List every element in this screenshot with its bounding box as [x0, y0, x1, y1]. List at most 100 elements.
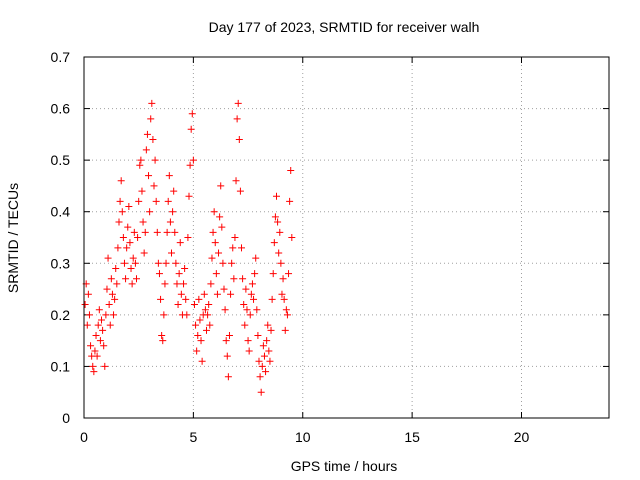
data-point: [266, 357, 274, 365]
data-point: [241, 321, 249, 329]
data-point: [227, 290, 235, 298]
data-point: [234, 99, 242, 107]
data-point: [102, 311, 110, 319]
data-point: [186, 161, 194, 169]
y-tick-label: 0.4: [51, 204, 71, 220]
data-point: [248, 280, 256, 288]
data-point: [105, 301, 113, 309]
data-point: [122, 275, 130, 283]
data-point: [206, 321, 214, 329]
data-point: [274, 218, 282, 226]
data-point: [137, 156, 145, 164]
data-point: [176, 239, 184, 247]
data-point: [139, 218, 147, 226]
data-point: [133, 275, 140, 283]
data-point: [238, 244, 245, 252]
data-point: [141, 228, 149, 236]
data-point: [84, 290, 92, 298]
data-point: [187, 125, 195, 133]
data-point: [268, 295, 276, 303]
data-point: [100, 342, 108, 350]
data-point: [93, 352, 101, 360]
data-point: [194, 331, 202, 339]
data-point: [159, 337, 167, 345]
data-point: [279, 275, 287, 283]
data-point: [239, 275, 247, 283]
data-point: [283, 311, 291, 319]
data-point: [160, 311, 168, 319]
data-point: [260, 352, 268, 360]
y-tick-label: 0.5: [51, 152, 71, 168]
y-tick-label: 0: [62, 410, 70, 426]
data-point: [280, 295, 288, 303]
data-point: [163, 228, 171, 236]
x-tick-label: 20: [514, 429, 530, 445]
data-point: [136, 161, 144, 169]
data-point: [271, 213, 279, 221]
data-points: [81, 99, 296, 396]
data-point: [99, 326, 107, 334]
data-point: [174, 301, 182, 309]
data-point: [124, 223, 132, 231]
data-point: [125, 203, 133, 211]
data-point: [209, 228, 217, 236]
data-point: [116, 197, 124, 205]
data-point: [201, 306, 209, 314]
data-point: [119, 234, 127, 241]
data-point: [246, 311, 254, 319]
data-point: [126, 239, 134, 247]
data-point: [162, 259, 170, 267]
data-point: [219, 259, 227, 267]
data-point: [253, 306, 261, 314]
data-point: [166, 218, 174, 226]
data-point: [254, 331, 262, 339]
y-tick-label: 0.2: [51, 307, 71, 323]
data-point: [83, 321, 91, 329]
data-point: [115, 218, 123, 226]
data-point: [216, 213, 224, 221]
data-point: [120, 259, 128, 267]
data-point: [189, 156, 197, 164]
data-point: [255, 357, 263, 365]
data-point: [94, 321, 102, 329]
data-point: [217, 182, 225, 190]
data-point: [188, 110, 196, 118]
data-point: [250, 295, 258, 303]
data-point: [236, 187, 244, 195]
grid: [84, 57, 609, 418]
data-point: [257, 388, 265, 396]
data-point: [247, 290, 255, 298]
data-point: [263, 337, 271, 345]
data-point: [240, 301, 248, 309]
data-point: [281, 326, 289, 334]
data-point: [164, 197, 172, 205]
data-point: [210, 208, 218, 216]
y-tick-label: 0.7: [51, 49, 71, 65]
data-point: [106, 321, 114, 329]
data-point: [90, 368, 98, 376]
data-point: [98, 316, 105, 324]
data-point: [269, 270, 277, 278]
data-point: [195, 295, 203, 303]
data-point: [165, 172, 173, 180]
data-point: [89, 362, 97, 370]
data-point: [153, 228, 161, 236]
data-point: [91, 347, 99, 355]
data-point: [140, 249, 148, 257]
data-point: [242, 285, 250, 293]
data-point: [211, 239, 219, 247]
data-point: [229, 244, 237, 252]
data-point: [117, 177, 125, 185]
x-axis-label: GPS time / hours: [291, 458, 398, 474]
data-point: [107, 275, 115, 283]
data-point: [131, 259, 139, 267]
data-point: [232, 177, 240, 185]
data-point: [111, 295, 119, 303]
x-tick-label: 5: [189, 429, 197, 445]
data-point: [173, 280, 181, 288]
data-point: [130, 228, 138, 236]
data-point: [285, 270, 293, 278]
data-point: [220, 285, 228, 293]
data-point: [152, 197, 160, 205]
data-point: [180, 280, 188, 288]
